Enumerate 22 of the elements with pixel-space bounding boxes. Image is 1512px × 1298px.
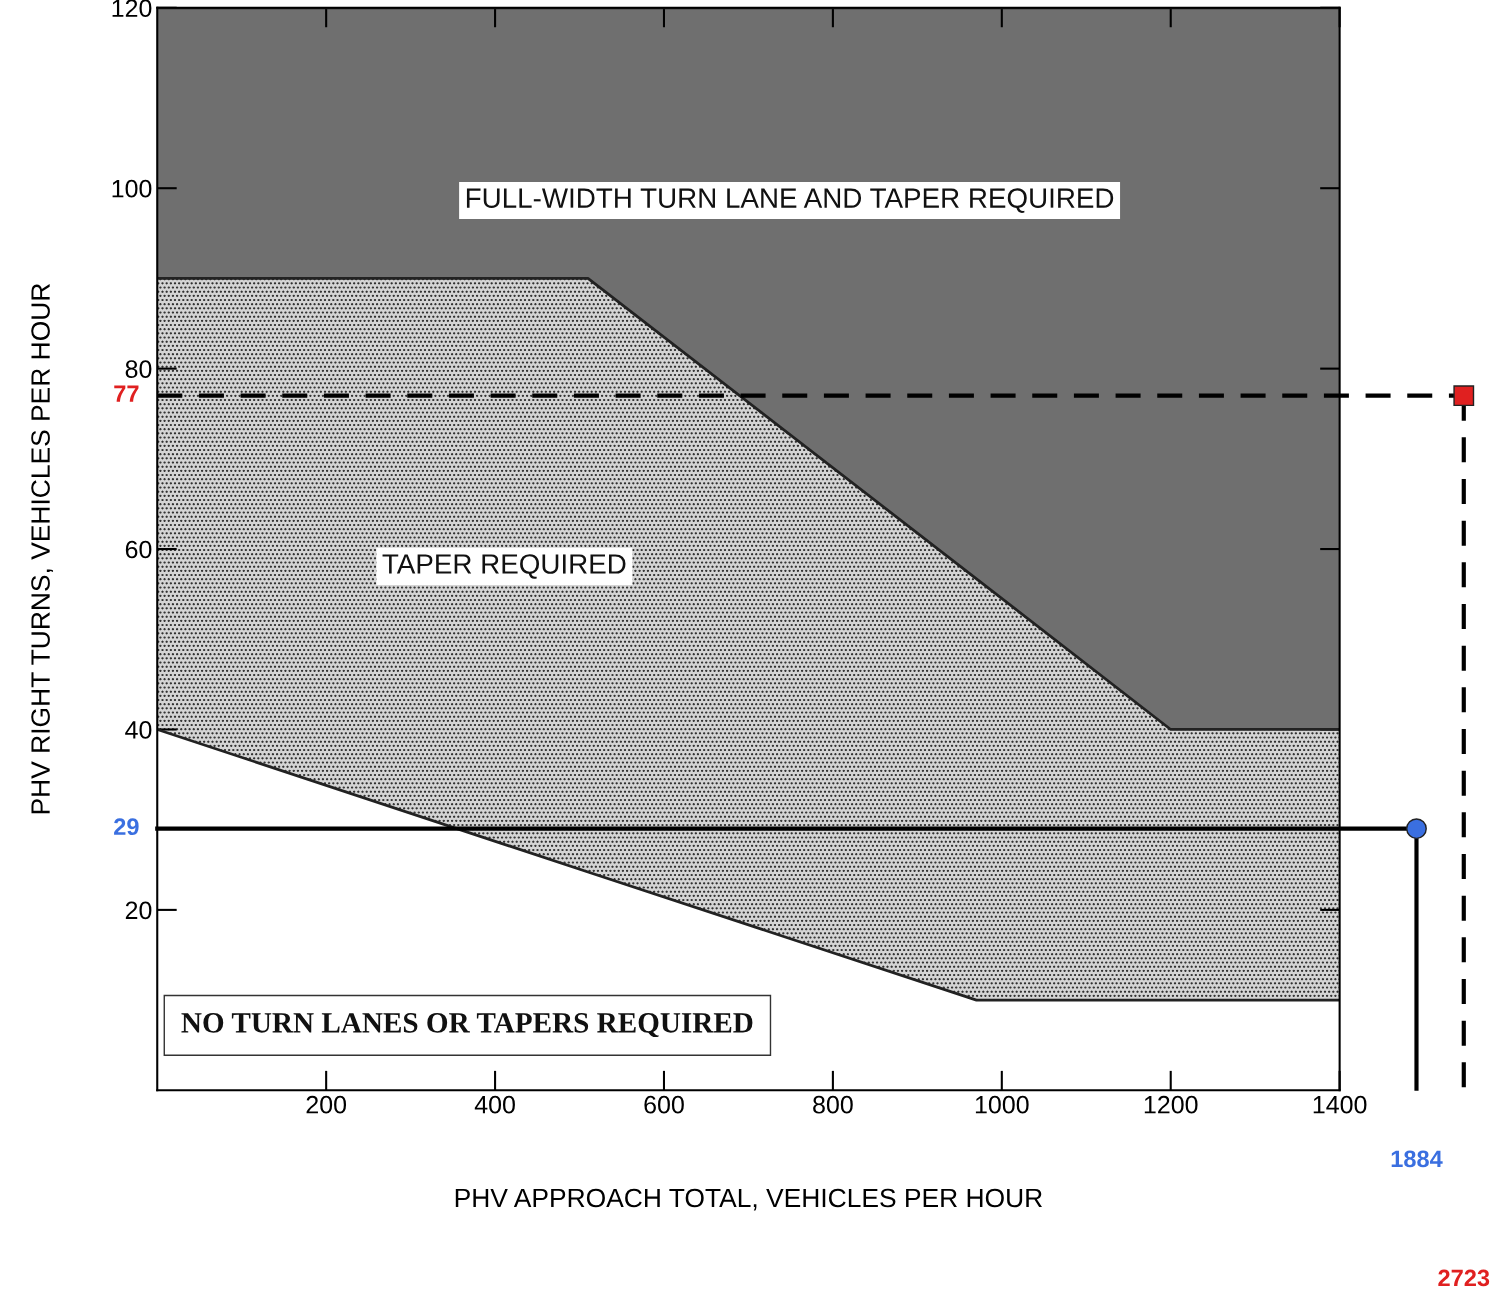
x-tick-label: 200 (306, 1095, 347, 1114)
ref-line-label: 77 (114, 385, 139, 402)
annotation: NO TURN LANES OR TAPERS REQUIRED (181, 1013, 753, 1038)
annotation: TAPER REQUIRED (382, 554, 626, 579)
x-tick-label: 800 (813, 1095, 853, 1114)
text: 2723 (1438, 1269, 1490, 1287)
x-tick-label: 1400 (1313, 1095, 1367, 1114)
x-tick-label: 600 (644, 1095, 684, 1114)
y-tick-label: 40 (125, 721, 152, 739)
annotation: FULL-WIDTH TURN LANE AND TAPER REQUIRED (466, 188, 1114, 213)
ref-line-label: 29 (114, 818, 139, 836)
text: 1884 (1391, 1150, 1443, 1168)
x-tick-label: 1200 (1144, 1095, 1198, 1114)
x-axis-title: PHV APPROACH TOTAL, VEHICLES PER HOUR (455, 1188, 1042, 1211)
y-tick-label: 20 (125, 901, 152, 920)
y-tick-label: 80 (125, 360, 152, 378)
x-tick-label: 400 (474, 1095, 515, 1114)
y-axis-title: PHV RIGHT TURNS, VEHICLES PER HOUR (31, 283, 54, 814)
y-tick-label: 100 (112, 179, 152, 198)
y-tick-label: 60 (125, 540, 152, 559)
x-tick-label: 1000 (975, 1095, 1029, 1114)
y-tick-label: 120 (112, 0, 152, 18)
